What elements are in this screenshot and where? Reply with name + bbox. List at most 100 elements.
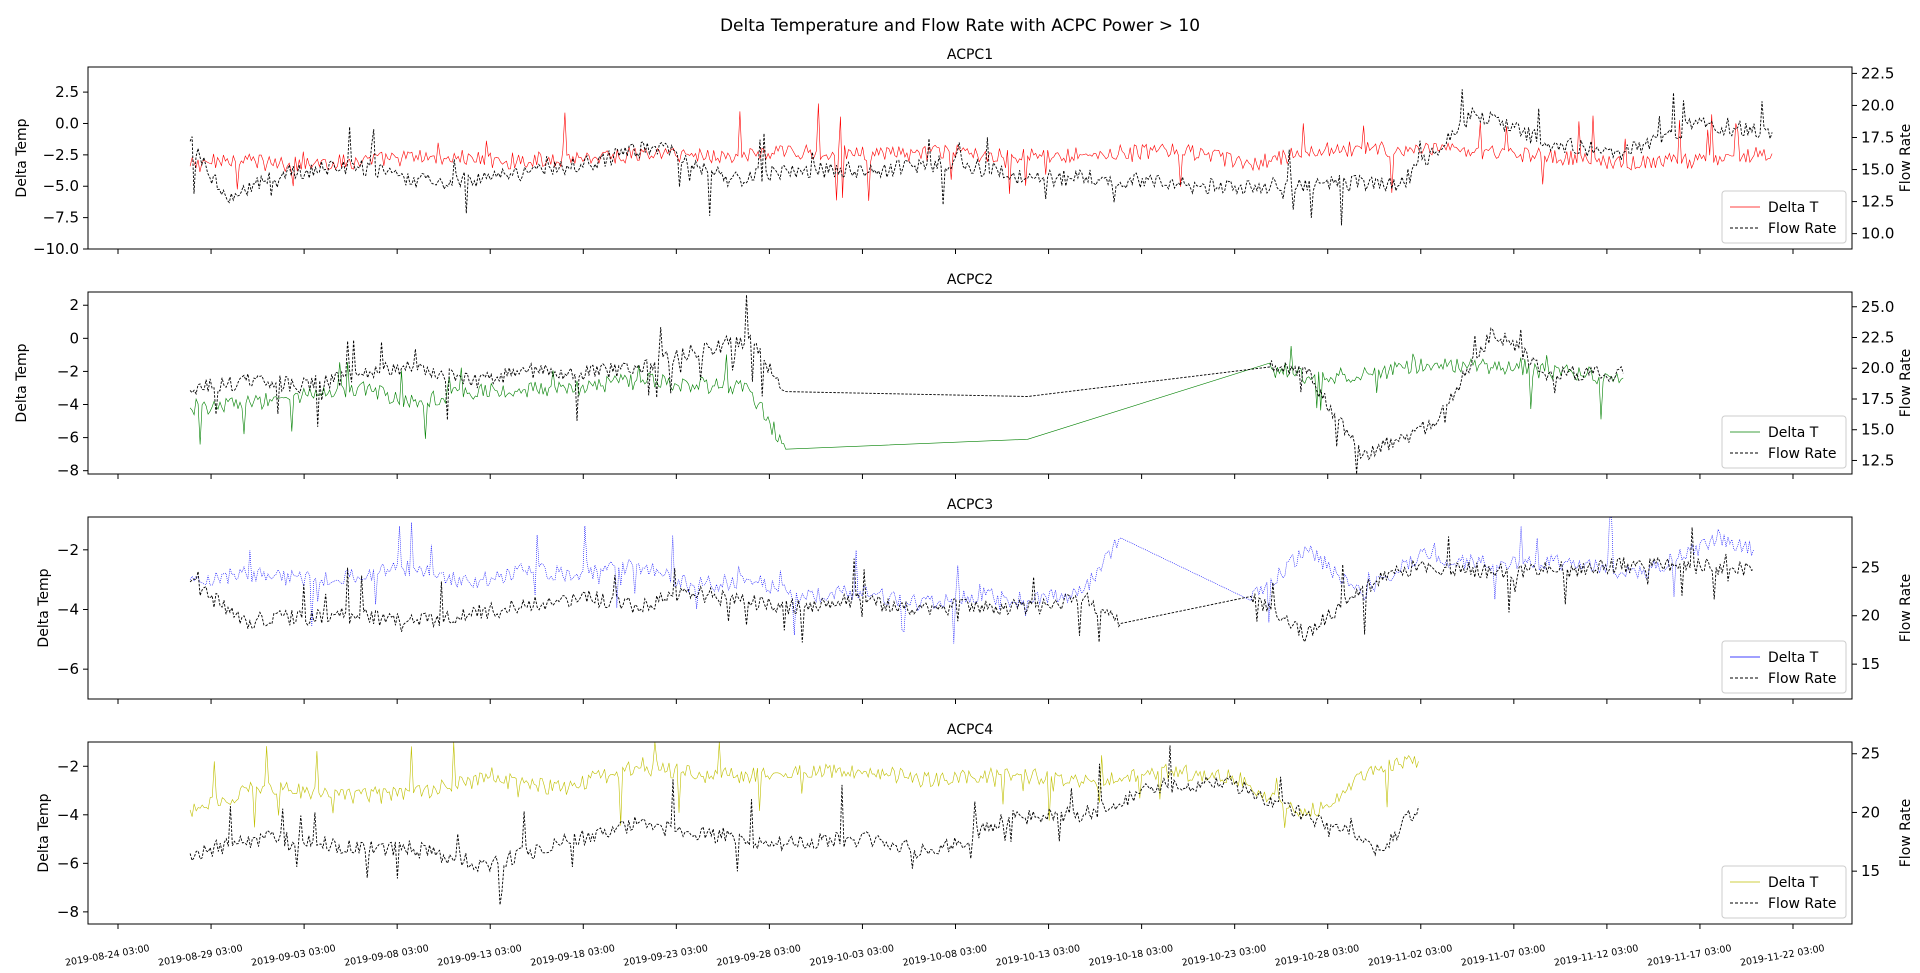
y-tick-label: −6	[57, 660, 79, 678]
y2-tick-label: 15	[1861, 862, 1880, 880]
y2-tick-label: 25	[1861, 745, 1880, 763]
y2-tick-label: 12.5	[1861, 193, 1894, 211]
y-tick-label: −10.0	[33, 240, 79, 258]
x-tick-label: 2019-10-23 03:00	[1181, 943, 1267, 969]
y-tick-label: −4	[57, 806, 79, 824]
x-tick-label: 2019-09-13 03:00	[437, 943, 523, 969]
legend: Delta T Flow Rate	[1721, 190, 1847, 244]
panel-title: ACPC4	[947, 722, 993, 738]
legend-label: Delta T	[1768, 200, 1819, 216]
y2-tick-label: 22.5	[1861, 64, 1894, 82]
x-tick-label: 2019-09-18 03:00	[530, 943, 616, 969]
x-tick-label: 2019-11-12 03:00	[1553, 943, 1639, 969]
y-tick-label: −7.5	[43, 209, 79, 227]
y-axis-label: Delta Temp	[36, 568, 52, 647]
legend-label: Flow Rate	[1768, 221, 1837, 237]
x-tick-label: 2019-11-17 03:00	[1646, 943, 1732, 969]
x-tick-label: 2019-10-13 03:00	[995, 943, 1081, 969]
y2-tick-label: 17.5	[1861, 128, 1894, 146]
y-axis-label: Delta Temp	[14, 343, 30, 422]
y-tick-label: −8	[57, 462, 79, 480]
legend-label: Delta T	[1768, 425, 1819, 441]
y-tick-label: 0.0	[55, 114, 79, 132]
legend-label: Flow Rate	[1768, 896, 1837, 912]
y-tick-label: −2	[57, 757, 79, 775]
y-tick-label: −2.5	[43, 146, 79, 164]
y2-axis-label: Flow Rate	[1898, 349, 1914, 418]
series-group	[189, 517, 1754, 644]
legend-box	[1721, 865, 1847, 919]
legend-label: Flow Rate	[1768, 671, 1837, 687]
x-tick-label: 2019-09-23 03:00	[623, 943, 709, 969]
x-tick-label: 2019-09-03 03:00	[250, 943, 336, 969]
x-tick-label: 2019-09-08 03:00	[343, 943, 429, 969]
series-delta-t	[189, 103, 1773, 201]
x-tick-label: 2019-11-07 03:00	[1460, 943, 1546, 969]
plot-frame	[87, 741, 1853, 925]
y-tick-label: −6	[57, 429, 79, 447]
series-flow-rate	[189, 745, 1419, 905]
x-tick-label: 2019-11-22 03:00	[1739, 943, 1825, 969]
y2-tick-label: 10.0	[1861, 225, 1894, 243]
y2-tick-label: 15.0	[1861, 421, 1894, 439]
y2-tick-label: 25	[1861, 558, 1880, 576]
y-tick-label: 2.5	[55, 83, 79, 101]
panel-title: ACPC1	[947, 47, 993, 63]
plot-frame	[87, 66, 1853, 250]
x-tick-label: 2019-10-03 03:00	[809, 943, 895, 969]
legend-box	[1721, 415, 1847, 469]
legend: Delta T Flow Rate	[1721, 415, 1847, 469]
y2-tick-label: 20	[1861, 607, 1880, 625]
panel-title: ACPC3	[947, 497, 993, 513]
y-tick-label: −8	[57, 903, 79, 921]
x-tick-label: 2019-10-28 03:00	[1274, 943, 1360, 969]
series-flow-rate	[189, 527, 1754, 644]
y-tick-label: −6	[57, 854, 79, 872]
legend-box	[1721, 190, 1847, 244]
y2-tick-label: 20.0	[1861, 96, 1894, 114]
y2-tick-label: 25.0	[1861, 298, 1894, 316]
x-tick-label: 2019-11-02 03:00	[1367, 943, 1453, 969]
figure-title: Delta Temperature and Flow Rate with ACP…	[720, 16, 1200, 36]
panel-acpc2: ACPC2 2 0 −2 −4 −6 −8 25.0 22.5 20.0 17.5 15.0 12.5 D…	[14, 272, 1914, 480]
y2-axis-label: Flow Rate	[1898, 124, 1914, 193]
legend-label: Delta T	[1768, 650, 1819, 666]
y-tick-label: −4	[57, 396, 79, 414]
x-tick-label: 2019-10-18 03:00	[1088, 943, 1174, 969]
plot-frame	[87, 291, 1853, 475]
y-tick-label: 0	[69, 329, 79, 347]
y-tick-label: −4	[57, 600, 79, 618]
legend-label: Delta T	[1768, 875, 1819, 891]
series-group	[189, 742, 1419, 905]
legend-box	[1721, 640, 1847, 694]
series-group	[189, 89, 1773, 226]
legend-label: Flow Rate	[1768, 446, 1837, 462]
series-group	[189, 294, 1624, 474]
legend: Delta T Flow Rate	[1721, 865, 1847, 919]
y2-tick-label: 20.0	[1861, 359, 1894, 377]
y-tick-label: 2	[69, 296, 79, 314]
series-flow-rate	[189, 89, 1773, 226]
y2-tick-label: 12.5	[1861, 451, 1894, 469]
series-delta-t	[189, 345, 1624, 450]
x-tick-label: 2019-09-28 03:00	[716, 943, 802, 969]
y2-axis-label: Flow Rate	[1898, 799, 1914, 868]
y-tick-label: −5.0	[43, 177, 79, 195]
x-tick-label: 2019-08-29 03:00	[157, 943, 243, 969]
y2-tick-label: 22.5	[1861, 329, 1894, 347]
series-delta-t	[189, 517, 1754, 644]
y2-tick-label: 15	[1861, 655, 1880, 673]
panel-title: ACPC2	[947, 272, 993, 288]
panel-acpc4: ACPC4 −2 −4 −6 −8 25 20 15 Delta Temp Flow Rate 20…	[36, 722, 1914, 969]
y2-tick-label: 17.5	[1861, 390, 1894, 408]
y2-tick-label: 15.0	[1861, 161, 1894, 179]
series-delta-t	[189, 742, 1419, 828]
series-flow-rate	[189, 294, 1624, 474]
y-axis-label: Delta Temp	[36, 793, 52, 872]
legend: Delta T Flow Rate	[1721, 640, 1847, 694]
x-tick-label: 2019-08-24 03:00	[64, 943, 150, 969]
plot-frame	[87, 516, 1853, 700]
y2-axis-label: Flow Rate	[1898, 574, 1914, 643]
